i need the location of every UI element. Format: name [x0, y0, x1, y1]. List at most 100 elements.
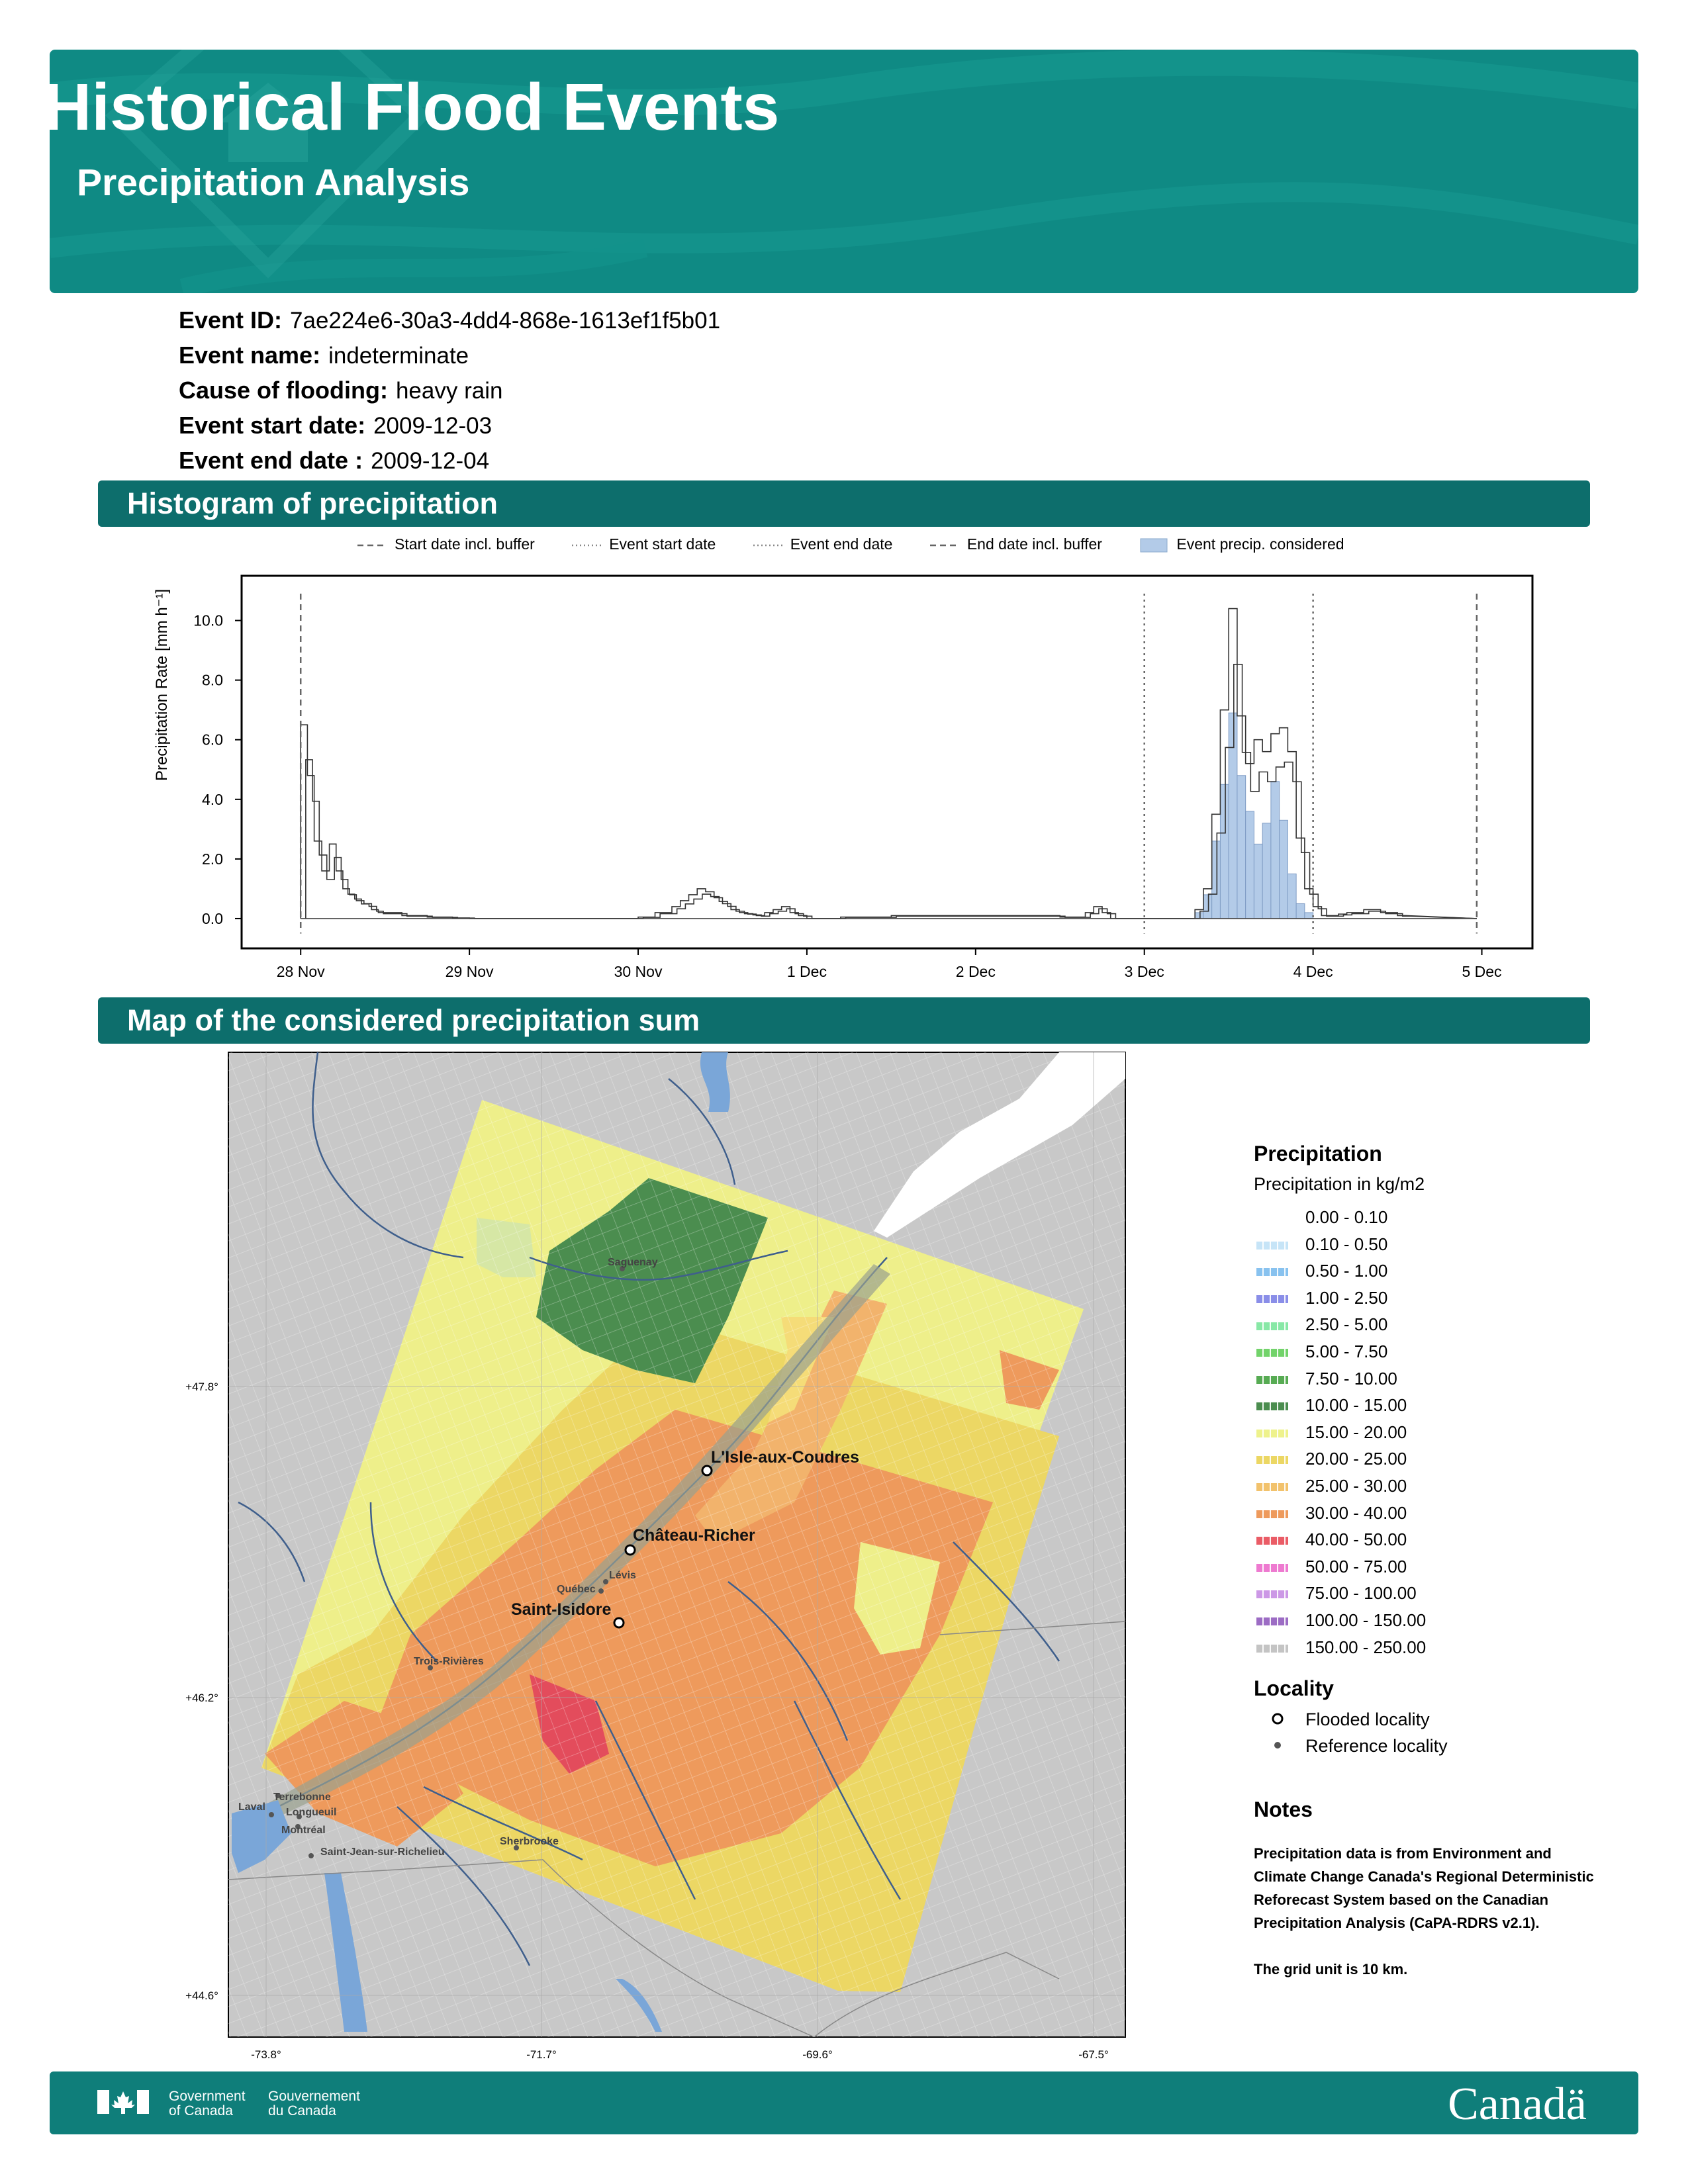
x-tick-label: 2 Dec [956, 963, 996, 980]
map-section-header: Map of the considered precipitation sum [98, 997, 1590, 1044]
y-tick-label: 0.0 [202, 910, 223, 927]
legend-bin-label: 15.00 - 20.00 [1305, 1422, 1407, 1442]
lon-tick-label: -69.6° [802, 2048, 833, 2061]
lake-montreal [232, 1800, 291, 1873]
precip-grid [228, 1052, 1125, 2037]
event-bar [1262, 823, 1272, 919]
legend-swatch [1256, 1617, 1288, 1626]
legend-swatch [1256, 1375, 1288, 1384]
locality-title: Locality [1254, 1676, 1334, 1701]
y-tick-label: 10.0 [193, 612, 223, 629]
map-legend: Precipitation Precipitation in kg/m2 0.0… [1254, 1142, 1598, 1981]
legend-swatch [1256, 1214, 1288, 1223]
legend-bins: 0.00 - 0.10 0.10 - 0.50 0.50 - 1.00 1.00 - … [1254, 1204, 1598, 1661]
legend-bin-label: 2.50 - 5.00 [1305, 1314, 1388, 1335]
legend-swatch [1256, 1456, 1288, 1465]
reference-locality-marker [275, 1793, 281, 1798]
legend-end-buffer: End date incl. buffer [929, 535, 1102, 553]
event-name-row: Event name: indeterminate [179, 341, 469, 369]
flooded-locality-label: Saint-Isidore [511, 1600, 612, 1619]
end-date-row: Event end date :2009-12-04 [179, 447, 490, 474]
footer: Government of Canada Gouvernement du Canad… [50, 2071, 1638, 2134]
canada-flag-icon [97, 2090, 149, 2114]
legend-swatch [1256, 1644, 1288, 1653]
x-tick-label: 28 Nov [277, 963, 325, 980]
event-bar [1203, 894, 1213, 919]
event-bar [1295, 903, 1305, 919]
plot-frame [240, 574, 1534, 950]
legend-bin: 25.00 - 30.00 [1254, 1473, 1598, 1500]
header-banner [50, 50, 1638, 293]
reference-locality-label: Montréal [281, 1825, 326, 1836]
reference-locality-marker [598, 1588, 604, 1594]
start-date-row: Event start date: 2009-12-03 [179, 412, 492, 439]
x-tick-label: 3 Dec [1125, 963, 1164, 980]
event-bar [1279, 819, 1288, 919]
reference-locality-marker [620, 1266, 625, 1271]
y-tick-label: 2.0 [202, 850, 223, 868]
legend-swatch [1256, 1349, 1288, 1357]
event-bar [1304, 912, 1314, 919]
legend-bin: 5.00 - 7.50 [1254, 1338, 1598, 1365]
lat-tick-label: +46.2° [185, 1692, 218, 1704]
event-bar [1253, 843, 1263, 919]
legend-bin: 30.00 - 40.00 [1254, 1500, 1598, 1527]
histogram-section-header: Histogram of precipitation [98, 480, 1590, 527]
event-id-row: Event ID: 7ae224e6-30a3-4dd4-868e-1613ef1… [179, 306, 721, 334]
legend-bin-label: 0.50 - 1.00 [1305, 1261, 1388, 1281]
notes-text: Precipitation data is from Environment a… [1254, 1845, 1594, 1978]
flooded-locality-marker [701, 1465, 713, 1477]
reference-locality-label: Terrebonne [273, 1792, 331, 1803]
legend-swatch [1256, 1429, 1288, 1437]
lat-tick-label: +44.6° [185, 1989, 218, 2002]
reference-locality-marker [603, 1579, 608, 1584]
legend-event-precip: Event precip. considered [1139, 535, 1344, 553]
precip-step-line [300, 608, 1477, 919]
map-label-layer: +47.8° +46.2° +44.6° -73.8° -71.7° -69.6° -67.… [185, 1052, 1125, 2061]
legend-bin: 50.00 - 75.00 [1254, 1553, 1598, 1580]
legend-bin: 75.00 - 100.00 [1254, 1580, 1598, 1607]
legend-bin-label: 5.00 - 7.50 [1305, 1341, 1388, 1361]
legend-swatch [1256, 1483, 1288, 1492]
legend-bin: 20.00 - 25.00 [1254, 1445, 1598, 1473]
legend-swatch [1256, 1563, 1288, 1572]
histogram-layer: 0.0 2.0 4.0 6.0 8.0 10.0 28 Nov 29 Nov 30 Nov 1 D… [193, 574, 1534, 980]
lat-tick-label: +47.8° [185, 1381, 218, 1393]
legend-swatch [1256, 1537, 1288, 1545]
notes-title: Notes [1254, 1797, 1313, 1822]
legend-bin-label: 0.10 - 0.50 [1305, 1234, 1388, 1254]
histogram-legend: Start date incl. buffer Event start date… [357, 535, 1378, 553]
reference-locality-marker [269, 1812, 274, 1817]
dot-icon [1259, 1733, 1296, 1759]
legend-reference-locality: Reference locality [1254, 1733, 1598, 1759]
event-bar [1270, 781, 1280, 919]
y-tick-label: 8.0 [202, 672, 223, 689]
legend-bin: 1.00 - 2.50 [1254, 1285, 1598, 1312]
reference-locality-label: Saint-Jean-sur-Richelieu [320, 1846, 445, 1858]
lon-tick-label: -73.8° [251, 2048, 281, 2061]
lake-champlain [324, 1873, 367, 2032]
flooded-locality-label: Château-Richer [633, 1526, 755, 1545]
reference-locality-marker [308, 1853, 314, 1858]
reference-locality-label: Trois-Rivières [414, 1656, 484, 1667]
legend-bin-label: 1.00 - 2.50 [1305, 1287, 1388, 1308]
southern-lake [616, 1979, 662, 2032]
flooded-locality-marker [624, 1544, 636, 1556]
y-tick-label: 6.0 [202, 731, 223, 749]
reference-locality-label: Lévis [609, 1570, 636, 1581]
precipitation-map: +47.8° +46.2° +44.6° -73.8° -71.7° -69.6° -67.… [185, 1052, 1126, 2061]
legend-swatch [1256, 1402, 1288, 1411]
legend-swatch [1256, 1590, 1288, 1599]
banner-wave-decoration [50, 50, 1638, 293]
x-tick-label: 1 Dec [787, 963, 827, 980]
legend-bin: 150.00 - 250.00 [1254, 1634, 1598, 1661]
legend-bin: 40.00 - 50.00 [1254, 1526, 1598, 1553]
legend-swatch [1256, 1510, 1288, 1518]
cause-row: Cause of flooding: heavy rain [179, 377, 503, 404]
event-bar [1219, 784, 1229, 919]
legend-bin-label: 7.50 - 10.00 [1305, 1368, 1397, 1388]
legend-bin-label: 150.00 - 250.00 [1305, 1637, 1427, 1657]
legend-swatch [1256, 1322, 1288, 1330]
legend-bin-label: 40.00 - 50.00 [1305, 1529, 1407, 1550]
reference-locality-label: Laval [238, 1801, 265, 1813]
